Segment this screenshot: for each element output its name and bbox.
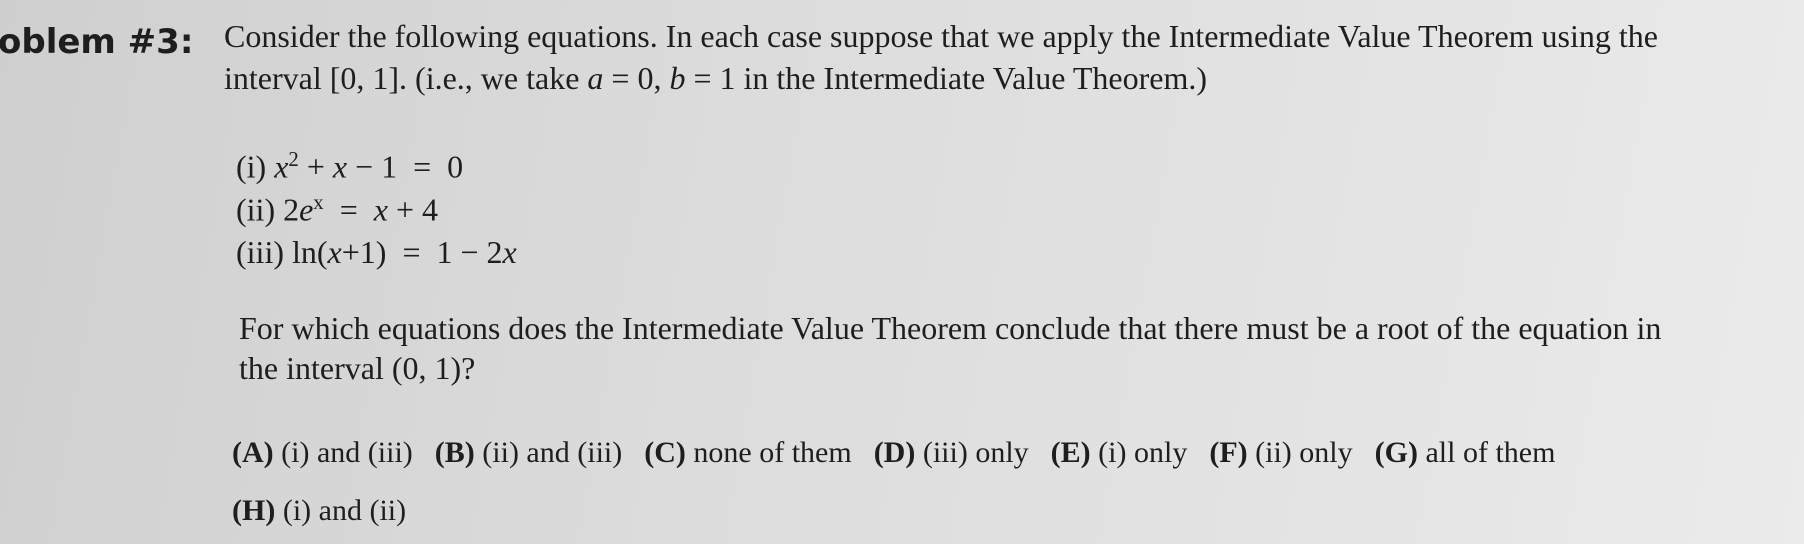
option-text: (i) and (ii) [282, 494, 407, 527]
text-run: − 1 = 0 [347, 148, 464, 185]
text-run: interval [0, 1]. (i.e., we take [224, 60, 588, 96]
option: (H) (i) and (ii) [232, 494, 406, 527]
equation: (i) x2 + x − 1 = 0 [236, 148, 463, 186]
option: (B) (ii) and (iii) [435, 436, 622, 469]
equation: (ii) 2ex = x + 4 [236, 191, 438, 229]
option: (C) none of them [644, 436, 851, 469]
option-text: none of them [693, 436, 852, 469]
math-var: b [669, 60, 686, 96]
option-text: (i) and (iii) [281, 436, 413, 469]
option-letter: (D) [873, 436, 916, 469]
option-text: (i) only [1098, 436, 1188, 469]
text-run: = 1 in the Intermediate Value Theorem.) [685, 60, 1208, 96]
text-run: ln( [291, 234, 328, 270]
superscript: x [313, 191, 324, 214]
math-var: x [274, 148, 289, 185]
text-run: +1) = 1 − 2 [341, 234, 503, 270]
math-var: a [587, 60, 604, 96]
option: (D) (iii) only [874, 436, 1029, 469]
math-var: x [502, 234, 517, 270]
option: (G) all of them [1375, 436, 1556, 469]
text-run: + [298, 148, 333, 185]
text-run: = 0, [603, 60, 670, 96]
equation-label: (iii) [236, 234, 284, 270]
option-text: all of them [1425, 436, 1556, 469]
question-line: the interval (0, 1)? [239, 350, 476, 386]
prompt-line: interval [0, 1]. (i.e., we take a = 0, b… [224, 60, 1207, 97]
equation: (iii) ln(x+1) = 1 − 2x [236, 234, 517, 271]
text-run: 2 [283, 191, 300, 228]
option-letter: (B) [434, 436, 475, 469]
math-var: x [373, 191, 388, 228]
option-text: (iii) only [922, 436, 1029, 469]
superscript: 2 [288, 148, 299, 171]
option-letter: (E) [1050, 436, 1091, 469]
math-var: x [332, 148, 348, 185]
option-text: (ii) and (iii) [482, 436, 623, 469]
option: (E) (i) only [1051, 436, 1188, 469]
option-letter: (H) [232, 494, 276, 527]
prompt-line: Consider the following equations. In eac… [224, 18, 1658, 55]
question-line: For which equations does the Intermediat… [239, 310, 1662, 346]
option: (F) (ii) only [1209, 436, 1352, 469]
math-var: x [327, 234, 342, 270]
option-letter: (A) [232, 436, 274, 469]
equation-label: (i) [236, 148, 267, 185]
option-letter: (G) [1374, 436, 1418, 469]
option-letter: (F) [1209, 436, 1248, 469]
option-letter: (C) [644, 436, 686, 469]
option-row: (H) (i) and (ii) [232, 494, 428, 528]
text-run: Consider the following equations. In eac… [224, 18, 1658, 54]
equation-label: (ii) [236, 191, 276, 228]
option-text: (ii) only [1255, 436, 1353, 469]
option-row: (A) (i) and (iii) (B) (ii) and (iii) (C) n… [232, 436, 1577, 470]
text-run: = [323, 191, 374, 228]
text-run: + 4 [387, 191, 438, 228]
problem-label: oblem #3: [0, 22, 194, 62]
option: (A) (i) and (iii) [232, 436, 413, 469]
math-var: e [299, 191, 314, 228]
